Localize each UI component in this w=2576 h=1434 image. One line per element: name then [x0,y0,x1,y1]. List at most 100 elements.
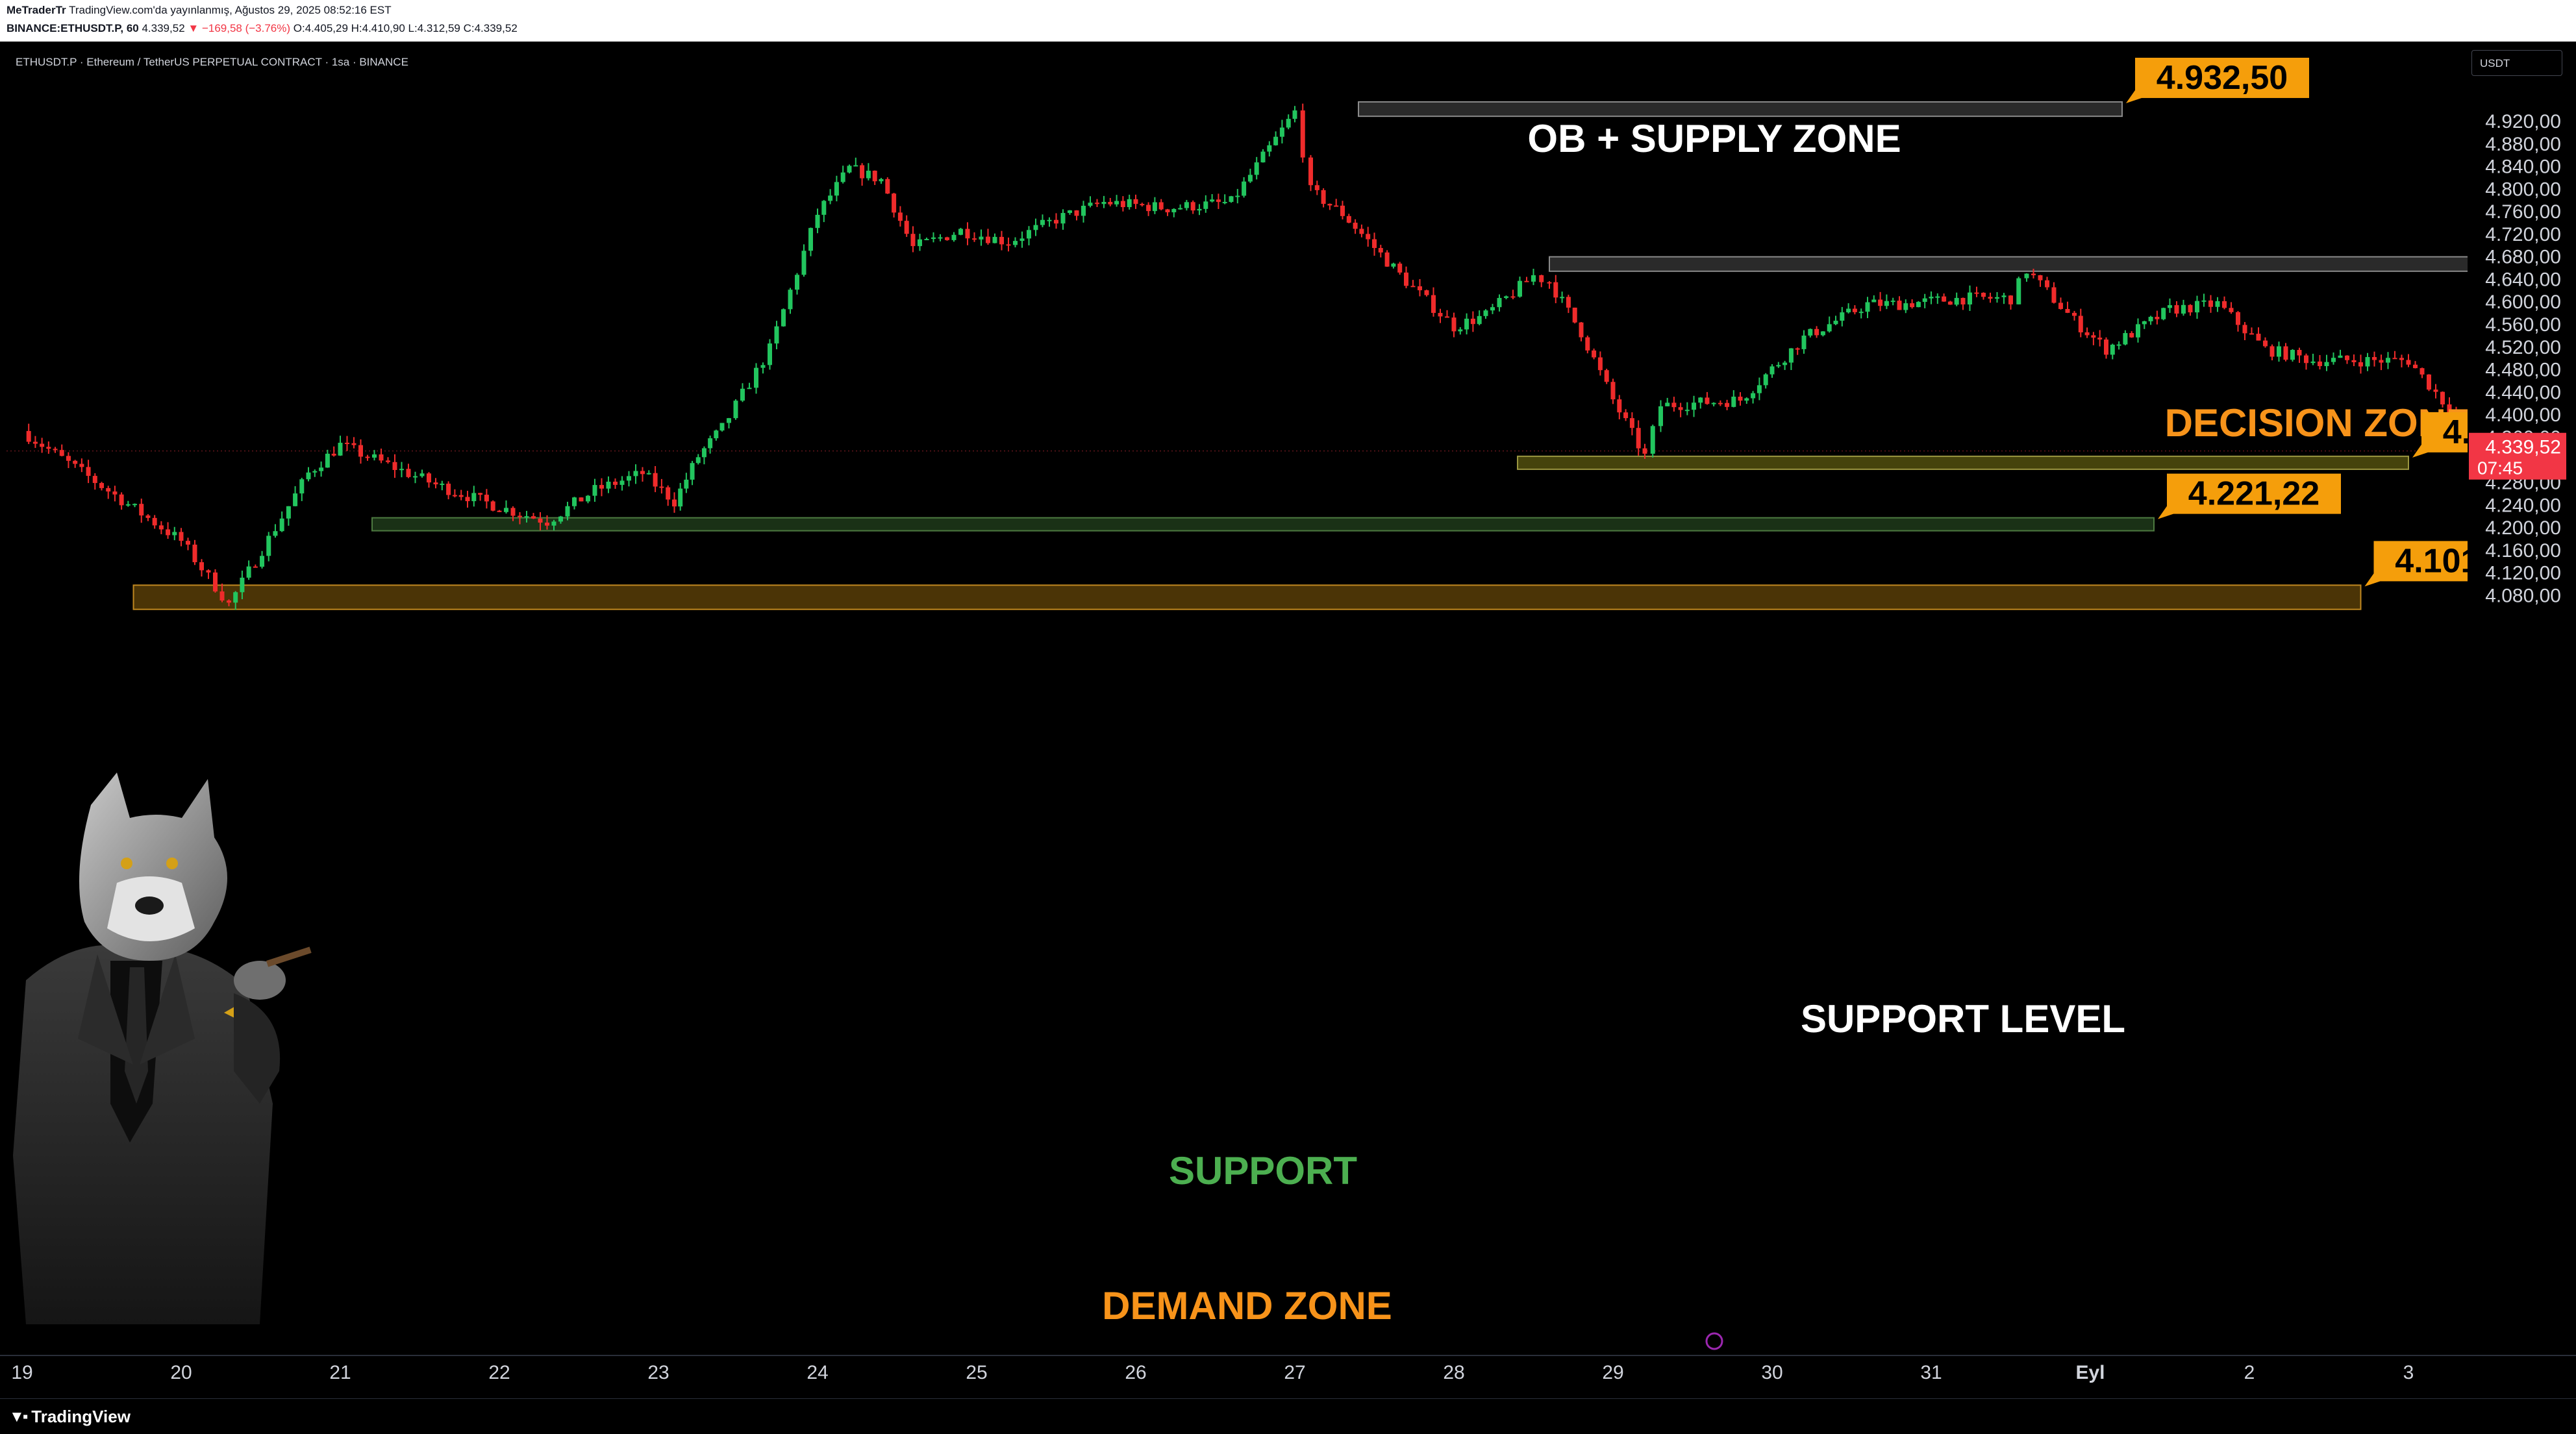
candle-body [1744,398,1749,401]
candle-body [2256,334,2261,341]
candle-body [1623,412,1629,419]
time-tick-label: 2 [2244,1362,2255,1383]
candle-body [1378,248,1383,253]
candle-body [2372,356,2377,360]
candle-body [1884,301,1889,306]
candle-body [106,488,111,492]
candle-body [478,493,483,495]
candle-body [1678,407,1683,410]
candle-body [633,471,638,476]
candle-body [246,566,251,578]
candle-body [2399,358,2404,360]
candle-body [1171,208,1177,213]
tradingview-brand[interactable]: ▼▪ TradingView [9,1407,131,1427]
candle-body [727,418,731,423]
candle-body [795,275,799,290]
candle-body [2123,333,2128,345]
candle-body [2129,333,2134,338]
candle-body [1711,402,1716,404]
candle-body [1470,318,1475,325]
candle-body [158,525,164,530]
candle-body [768,343,772,365]
candle-body [1731,397,1736,407]
candle-body [619,480,625,485]
candle-body [781,309,786,327]
price-tag-pointer [2412,444,2428,458]
candle-body [1458,329,1463,332]
candle-body [684,479,689,489]
candle-body [847,166,852,173]
zone-label: DEMAND ZONE [1102,1284,1392,1328]
price-tick-label: 4.920,00 [2485,111,2561,132]
candle-body [1060,213,1066,224]
candle-body [2142,321,2147,325]
candle-body [1477,315,1482,325]
candle-body [2229,308,2234,312]
candle-body [2433,389,2438,392]
candle-body [1334,205,1339,207]
candle-body [1840,312,1845,321]
candle-body [166,529,171,536]
currency-button[interactable]: USDT [2471,50,2562,76]
candle-body [2331,358,2336,362]
candle-body [931,237,936,240]
candle-body [2024,273,2029,278]
candle-body [26,430,31,442]
candle-body [2208,300,2213,307]
candle-body [1165,209,1170,213]
candle-body [427,473,431,483]
time-tick-label: 26 [1125,1362,1146,1383]
candle-body [2058,303,2063,309]
candle-body [640,471,645,475]
candle-body [860,165,865,179]
publish-date: TradingView.com'da yayınlanmış, Ağustos … [69,4,392,16]
candle-body [1960,297,1966,304]
time-tick-label: 29 [1602,1362,1623,1383]
candle-body [2161,308,2166,319]
candle-body [1483,310,1488,316]
candle-body [708,438,713,449]
candle-body [2392,358,2397,360]
candle-body [678,488,683,507]
candle-body [1751,393,1756,399]
wolf-mascot-image [13,773,312,1324]
candle-body [774,326,779,344]
candle-body [125,504,131,506]
candle-body [53,449,58,451]
candle-body [325,453,330,468]
candle-body [2110,344,2115,355]
candle-body [2174,305,2179,314]
candle-body [2051,287,2057,303]
candle-body [1497,297,1502,308]
candle-body [1088,203,1093,206]
candle-body [2263,340,2268,347]
candle-body [1372,239,1377,249]
candle-body [112,491,118,495]
candle-body [834,182,839,196]
chart-header: MeTraderTr TradingView.com'da yayınlanmı… [0,0,2576,42]
candle-body [2386,358,2390,363]
candle-body [1585,337,1590,351]
candle-body [1120,201,1125,208]
candle-body [866,170,871,179]
time-tick-label: 19 [11,1362,32,1383]
candle-body [2242,325,2247,334]
candle-body [1827,324,1832,332]
candle-body [1346,216,1351,223]
candle-body [1808,328,1813,336]
time-tick-label: 27 [1284,1362,1305,1383]
candle-body [1438,313,1443,317]
candle-body [1158,202,1164,210]
candle-body [613,481,618,485]
candle-body [2413,364,2418,369]
candle-body [2188,304,2193,313]
candle-body [2116,344,2121,346]
candle-body [1553,282,1558,298]
candle-body [484,495,489,502]
candle-body [821,201,827,215]
candle-body [1795,348,1800,350]
candle-body [1636,428,1641,449]
candle-body [279,518,284,532]
candle-body [1247,175,1253,182]
